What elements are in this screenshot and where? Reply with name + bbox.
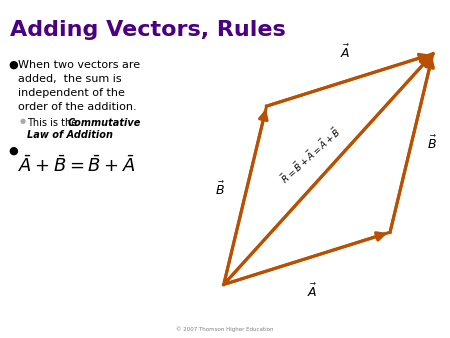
Text: This is the: This is the <box>27 118 81 128</box>
Text: $\vec{A}$: $\vec{A}$ <box>339 44 350 62</box>
Text: ●: ● <box>8 60 18 70</box>
Text: When two vectors are
added,  the sum is
independent of the
order of the addition: When two vectors are added, the sum is i… <box>18 60 140 112</box>
Text: © 2007 Thomson Higher Education: © 2007 Thomson Higher Education <box>176 327 274 332</box>
Text: $\bar{A}+\bar{B}=\bar{B}+\bar{A}$: $\bar{A}+\bar{B}=\bar{B}+\bar{A}$ <box>18 155 135 176</box>
Text: Commutative: Commutative <box>68 118 141 128</box>
Text: Adding Vectors, Rules: Adding Vectors, Rules <box>10 20 286 40</box>
Text: $\vec{R}=\vec{B}+\vec{A}=\vec{A}+\vec{B}$: $\vec{R}=\vec{B}+\vec{A}=\vec{A}+\vec{B}… <box>278 124 344 186</box>
Text: ●: ● <box>20 118 26 124</box>
Text: $\vec{B}$: $\vec{B}$ <box>215 180 225 198</box>
Text: $\vec{B}$: $\vec{B}$ <box>427 135 436 152</box>
Text: ●: ● <box>8 146 18 156</box>
Text: Law of Addition: Law of Addition <box>27 130 113 140</box>
Text: $\vec{A}$: $\vec{A}$ <box>307 283 317 300</box>
